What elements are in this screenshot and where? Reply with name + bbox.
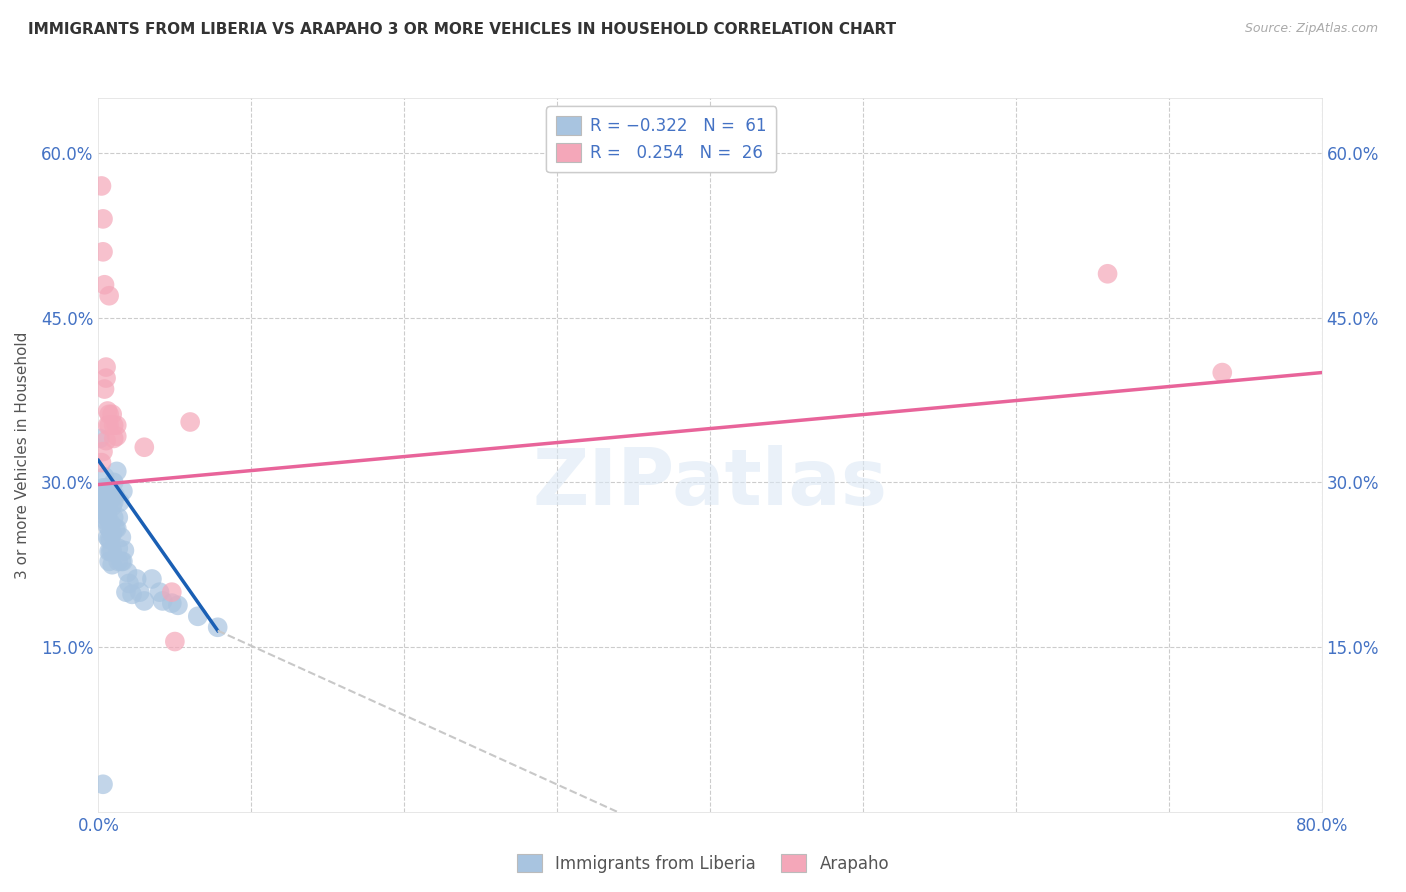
- Point: [134, 440, 156, 454]
- Point: [93, 382, 115, 396]
- Point: [112, 543, 135, 558]
- Point: [93, 277, 115, 292]
- Point: [97, 519, 120, 533]
- Text: ZIPatlas: ZIPatlas: [533, 445, 887, 522]
- Point: [134, 594, 156, 608]
- Point: [98, 521, 121, 535]
- Point: [105, 429, 128, 443]
- Point: [89, 432, 111, 446]
- Point: [100, 489, 122, 503]
- Point: [98, 407, 121, 421]
- Point: [103, 475, 125, 490]
- Point: [107, 554, 129, 568]
- Point: [115, 585, 138, 599]
- Y-axis label: 3 or more Vehicles in Household: 3 or more Vehicles in Household: [15, 331, 30, 579]
- Point: [101, 500, 124, 514]
- Point: [152, 594, 174, 608]
- Point: [107, 541, 129, 556]
- Point: [103, 432, 125, 446]
- Point: [97, 494, 120, 508]
- Point: [111, 554, 134, 568]
- Point: [98, 533, 121, 547]
- Point: [94, 434, 117, 448]
- Legend: R = −0.322   N =  61, R =   0.254   N =  26: R = −0.322 N = 61, R = 0.254 N = 26: [546, 106, 776, 172]
- Text: IMMIGRANTS FROM LIBERIA VS ARAPAHO 3 OR MORE VEHICLES IN HOUSEHOLD CORRELATION C: IMMIGRANTS FROM LIBERIA VS ARAPAHO 3 OR …: [28, 22, 896, 37]
- Point: [98, 554, 121, 568]
- Point: [1211, 366, 1233, 380]
- Point: [104, 521, 127, 535]
- Point: [91, 777, 114, 791]
- Point: [111, 484, 134, 499]
- Point: [179, 415, 201, 429]
- Point: [98, 481, 121, 495]
- Point: [90, 456, 112, 470]
- Point: [94, 500, 117, 514]
- Point: [163, 634, 186, 648]
- Point: [104, 489, 127, 503]
- Point: [160, 596, 183, 610]
- Point: [103, 418, 125, 433]
- Point: [94, 360, 117, 375]
- Point: [97, 404, 120, 418]
- Point: [110, 554, 132, 568]
- Point: [94, 489, 117, 503]
- Point: [94, 371, 117, 385]
- Point: [1097, 267, 1119, 281]
- Point: [128, 585, 150, 599]
- Point: [167, 599, 190, 613]
- Point: [101, 558, 124, 572]
- Point: [98, 418, 121, 433]
- Point: [90, 178, 112, 193]
- Point: [149, 585, 172, 599]
- Point: [103, 510, 125, 524]
- Point: [93, 508, 115, 523]
- Point: [118, 576, 141, 591]
- Point: [100, 533, 122, 547]
- Point: [91, 444, 114, 458]
- Point: [91, 244, 114, 259]
- Legend: Immigrants from Liberia, Arapaho: Immigrants from Liberia, Arapaho: [510, 847, 896, 880]
- Point: [97, 418, 120, 433]
- Point: [105, 464, 128, 478]
- Point: [98, 289, 121, 303]
- Point: [141, 572, 163, 586]
- Point: [103, 495, 125, 509]
- Point: [107, 510, 129, 524]
- Text: Source: ZipAtlas.com: Source: ZipAtlas.com: [1244, 22, 1378, 36]
- Point: [110, 530, 132, 544]
- Point: [97, 508, 120, 523]
- Point: [101, 543, 124, 558]
- Point: [125, 572, 148, 586]
- Point: [93, 470, 115, 484]
- Point: [207, 620, 229, 634]
- Point: [93, 491, 115, 506]
- Point: [121, 587, 143, 601]
- Point: [100, 516, 122, 530]
- Point: [97, 530, 120, 544]
- Point: [98, 495, 121, 509]
- Point: [101, 527, 124, 541]
- Point: [117, 566, 139, 580]
- Point: [108, 495, 131, 509]
- Point: [98, 544, 121, 558]
- Point: [91, 491, 114, 506]
- Point: [105, 418, 128, 433]
- Point: [105, 521, 128, 535]
- Point: [97, 486, 120, 500]
- Point: [160, 585, 183, 599]
- Point: [187, 609, 209, 624]
- Point: [91, 211, 114, 226]
- Point: [94, 481, 117, 495]
- Point: [100, 544, 122, 558]
- Point: [91, 481, 114, 495]
- Point: [101, 407, 124, 421]
- Point: [89, 491, 111, 506]
- Point: [90, 503, 112, 517]
- Point: [94, 514, 117, 528]
